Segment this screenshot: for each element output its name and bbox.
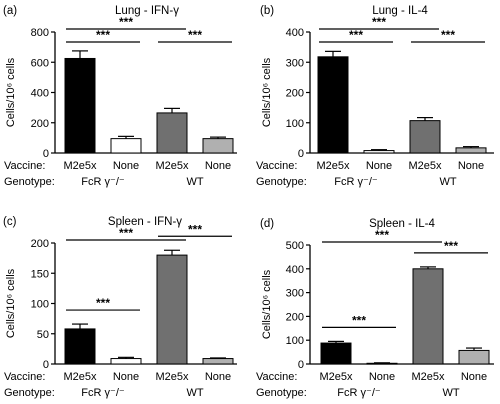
significance-label: *** xyxy=(349,28,363,42)
y-tick-label: 100 xyxy=(31,299,49,311)
genotype-row-label: Genotype: xyxy=(256,387,307,399)
y-tick-label: 50 xyxy=(37,329,49,341)
x-category-label: M2e5x xyxy=(408,160,442,172)
y-tick-label: 200 xyxy=(286,88,304,100)
x-group-label: FcR γ⁻/⁻ xyxy=(81,176,125,188)
y-tick-label: 600 xyxy=(31,57,49,69)
vaccine-row-label: Vaccine: xyxy=(4,160,45,172)
x-category-label: None xyxy=(113,371,139,383)
chart-panel-2: (b) Lung - IL-4 Cells/10⁶ cells 0 100 200 300 4… xyxy=(256,5,494,188)
x-category-label: M2e5x xyxy=(155,160,189,172)
bar-1 xyxy=(317,56,349,154)
bar-3 xyxy=(409,120,441,154)
bar-3 xyxy=(156,254,188,365)
significance-label: *** xyxy=(96,28,110,42)
y-tick-label: 150 xyxy=(31,268,49,280)
y-axis-label: Cells/10⁶ cells xyxy=(261,269,273,339)
genotype-row-label: Genotype: xyxy=(4,176,55,188)
bar-4 xyxy=(455,147,487,154)
x-category-label: None xyxy=(366,160,392,172)
y-tick-label: 200 xyxy=(31,118,49,130)
x-category-label: M2e5x xyxy=(316,160,350,172)
bar-2 xyxy=(110,358,142,365)
y-tick-label: 200 xyxy=(286,311,304,323)
chart-title: Spleen - IFN-γ xyxy=(108,216,182,228)
x-group-label: WT xyxy=(439,176,456,188)
x-category-label: None xyxy=(458,160,484,172)
significance-label: *** xyxy=(119,15,133,29)
bar-1 xyxy=(64,57,96,154)
significance-label: *** xyxy=(188,222,202,236)
vaccine-row-label: Vaccine: xyxy=(256,160,297,172)
x-category-label: M2e5x xyxy=(63,160,97,172)
significance-label: *** xyxy=(352,313,366,327)
x-category-label: None xyxy=(205,160,231,172)
y-tick-label: 800 xyxy=(31,27,49,39)
x-category-label: None xyxy=(205,371,231,383)
bar-4 xyxy=(202,138,234,154)
y-tick-label: 400 xyxy=(286,264,304,276)
y-axis-label: Cells/10⁶ cells xyxy=(5,57,17,127)
chart-title: Lung - IFN-γ xyxy=(115,5,179,17)
panel-label: (b) xyxy=(260,5,274,17)
bar-3 xyxy=(412,268,444,365)
y-tick-label: 400 xyxy=(286,27,304,39)
significance-label: *** xyxy=(188,28,202,42)
x-group-label: FcR γ⁻/⁻ xyxy=(81,387,125,399)
x-group-label: WT xyxy=(186,176,203,188)
x-group-label: WT xyxy=(186,387,203,399)
y-tick-label: 100 xyxy=(286,335,304,347)
y-tick-label: 0 xyxy=(298,148,304,160)
significance-label: *** xyxy=(96,296,110,310)
panel-label: (c) xyxy=(3,216,17,228)
chart-panel-4: (d) Spleen - IL-4 Cells/10⁶ cells 0 100 200 30… xyxy=(256,218,494,399)
significance-label: *** xyxy=(441,28,455,42)
significance-label: *** xyxy=(372,15,386,29)
bar-1 xyxy=(64,328,96,365)
x-category-label: M2e5x xyxy=(411,371,445,383)
chart-title: Lung - IL-4 xyxy=(372,5,428,17)
x-category-label: None xyxy=(113,160,139,172)
x-group-label: FcR γ⁻/⁻ xyxy=(334,176,378,188)
y-axis-label: Cells/10⁶ cells xyxy=(5,268,17,338)
genotype-row-label: Genotype: xyxy=(4,387,55,399)
significance-label: *** xyxy=(375,228,389,242)
x-category-label: M2e5x xyxy=(63,371,97,383)
x-category-label: M2e5x xyxy=(319,371,353,383)
panel-label: (a) xyxy=(3,5,17,17)
bar-3 xyxy=(156,112,188,154)
y-tick-label: 300 xyxy=(286,288,304,300)
vaccine-row-label: Vaccine: xyxy=(256,371,297,383)
significance-label: *** xyxy=(444,239,458,253)
x-group-label: WT xyxy=(442,387,459,399)
x-category-label: None xyxy=(461,371,487,383)
vaccine-row-label: Vaccine: xyxy=(4,371,45,383)
bar-4 xyxy=(202,358,234,365)
genotype-row-label: Genotype: xyxy=(256,176,307,188)
y-tick-label: 0 xyxy=(298,359,304,371)
significance-label: *** xyxy=(119,226,133,240)
y-tick-label: 0 xyxy=(43,359,49,371)
y-tick-label: 100 xyxy=(286,118,304,130)
chart-panel-1: (a) Lung - IFN-γ Cells/10⁶ cells 0 200 400 600… xyxy=(3,5,237,188)
bar-4 xyxy=(458,349,490,365)
bar-2 xyxy=(363,150,395,154)
x-category-label: M2e5x xyxy=(155,371,189,383)
x-group-label: FcR γ⁻/⁻ xyxy=(337,387,381,399)
panel-label: (d) xyxy=(260,218,274,230)
bar-1 xyxy=(320,342,352,365)
y-tick-label: 400 xyxy=(31,88,49,100)
chart-panel-3: (c) Spleen - IFN-γ Cells/10⁶ cells 0 50 100 15… xyxy=(3,216,237,399)
chart-title: Spleen - IL-4 xyxy=(369,218,435,230)
y-tick-label: 200 xyxy=(31,238,49,250)
y-tick-label: 300 xyxy=(286,57,304,69)
x-category-label: None xyxy=(369,371,395,383)
y-axis-label: Cells/10⁶ cells xyxy=(261,57,273,127)
y-tick-label: 0 xyxy=(43,148,49,160)
y-tick-label: 500 xyxy=(286,240,304,252)
bar-2 xyxy=(110,138,142,154)
